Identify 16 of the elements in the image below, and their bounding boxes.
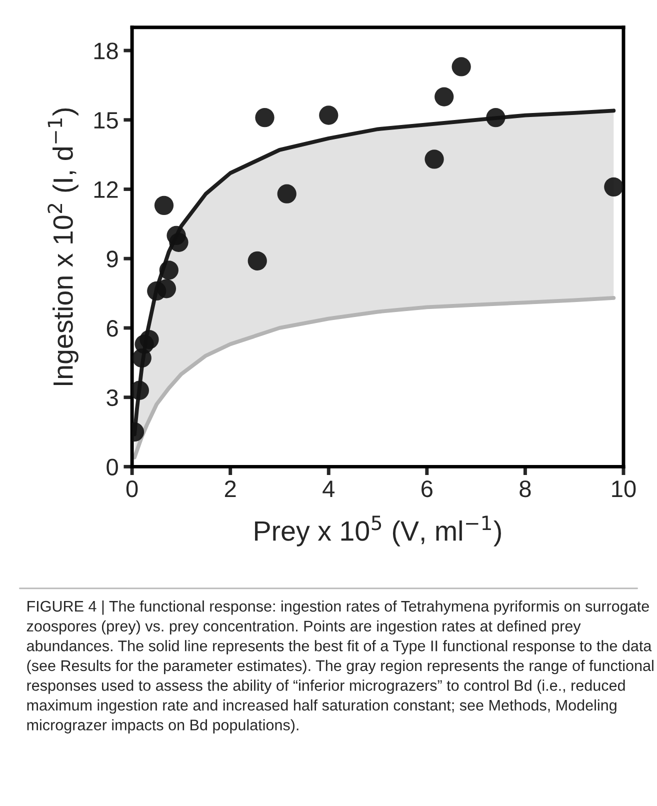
y-tick-label: 0 bbox=[106, 458, 118, 476]
x-tick-label: 6 bbox=[422, 480, 432, 498]
x-tick-label: 4 bbox=[322, 480, 335, 497]
y-tick-label: 3 bbox=[106, 389, 118, 406]
x-tick-label: 0 bbox=[126, 480, 138, 498]
x-axis-title: Prey x 10$^{5}$ (V, ml$^{−1}$) bbox=[255, 516, 501, 546]
caption: FIGURE 4 | The functional response: ingestion rates of Tetrahymena pyriformis on surrogate zoospores (prey) vs. prey concentration. Points are ingestion rates at defined prey abundances. The solid line represents the best fit of a Type II functional response to the data (see Results for the parameter estimates). The gray region represents the range of functional responses used to assess the ability of “inferior micrograzers” to control Bd (i.e., reduced maximum ingestion rate and increased half saturation constant; see Methods, Modeling micrograzer impacts on Bd populations). bbox=[26, 600, 654, 734]
y-axis-title: Ingestion x 10$^{2}$ (I, d$^{−1}$) bbox=[48, 108, 78, 386]
y-tick-label: 15 bbox=[94, 112, 118, 129]
x-tick-label: 8 bbox=[520, 480, 531, 498]
y-tick-label: 9 bbox=[106, 250, 118, 268]
x-tick-label: 10 bbox=[612, 480, 636, 498]
x-tick-label: 2 bbox=[224, 480, 236, 497]
y-tick-label: 12 bbox=[94, 181, 118, 198]
y-tick-label: 18 bbox=[94, 42, 118, 60]
y-tick-label: 6 bbox=[106, 320, 118, 337]
